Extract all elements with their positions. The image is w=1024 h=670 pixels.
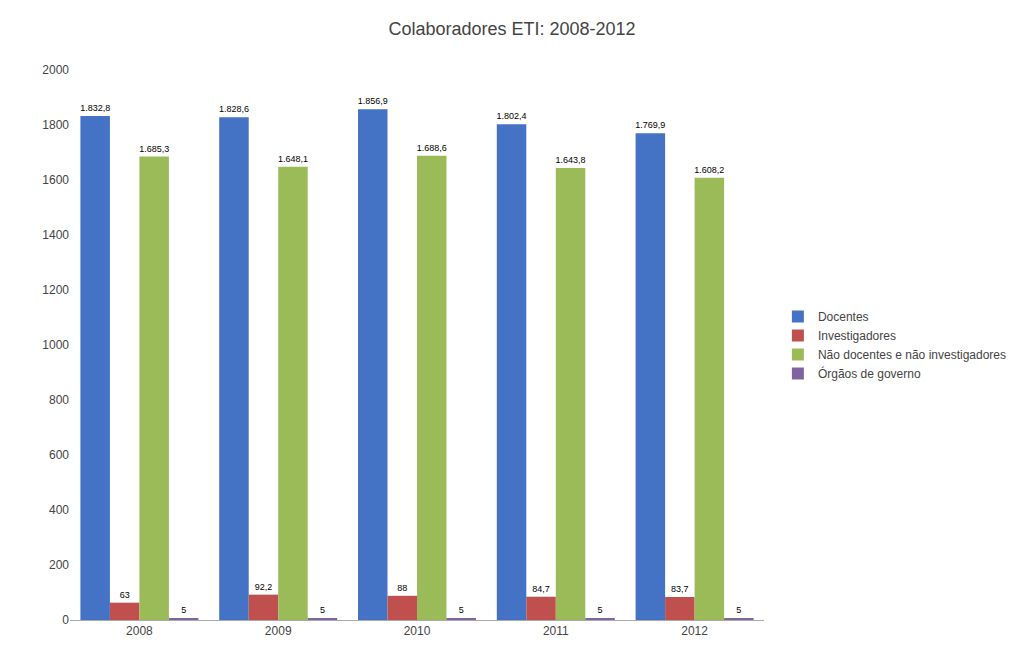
svg-text:1.608,2: 1.608,2 <box>694 165 724 175</box>
svg-text:5: 5 <box>736 605 741 615</box>
svg-text:Investigadores: Investigadores <box>818 329 896 343</box>
svg-text:800: 800 <box>49 393 69 407</box>
svg-text:Colaboradores ETI: 2008-2012: Colaboradores ETI: 2008-2012 <box>388 19 635 39</box>
svg-text:1.828,6: 1.828,6 <box>219 104 249 114</box>
svg-text:1.643,8: 1.643,8 <box>556 155 586 165</box>
svg-text:2000: 2000 <box>42 63 69 77</box>
svg-text:600: 600 <box>49 448 69 462</box>
svg-text:400: 400 <box>49 503 69 517</box>
svg-text:Não docentes e não investigado: Não docentes e não investigadores <box>818 348 1006 362</box>
svg-text:0: 0 <box>62 613 69 627</box>
svg-text:88: 88 <box>397 583 407 593</box>
svg-text:1.802,4: 1.802,4 <box>497 111 527 121</box>
svg-text:1400: 1400 <box>42 228 69 242</box>
svg-text:92,2: 92,2 <box>255 582 273 592</box>
svg-text:63: 63 <box>120 590 130 600</box>
svg-text:2011: 2011 <box>543 624 569 638</box>
svg-text:5: 5 <box>181 605 186 615</box>
svg-text:2008: 2008 <box>126 624 153 638</box>
svg-text:1.685,3: 1.685,3 <box>139 144 169 154</box>
svg-text:1600: 1600 <box>42 173 69 187</box>
svg-text:1800: 1800 <box>42 118 69 132</box>
svg-text:5: 5 <box>598 605 603 615</box>
svg-text:200: 200 <box>49 558 69 572</box>
svg-text:5: 5 <box>459 605 464 615</box>
svg-text:1.688,6: 1.688,6 <box>417 143 447 153</box>
svg-text:2012: 2012 <box>681 624 708 638</box>
svg-text:5: 5 <box>320 605 325 615</box>
svg-text:1.832,8: 1.832,8 <box>80 103 110 113</box>
svg-text:1.648,1: 1.648,1 <box>278 154 308 164</box>
svg-text:1.856,9: 1.856,9 <box>358 96 388 106</box>
svg-text:Docentes: Docentes <box>818 310 869 324</box>
svg-text:Órgãos de governo: Órgãos de governo <box>818 366 921 381</box>
svg-text:83,7: 83,7 <box>671 584 689 594</box>
svg-text:1000: 1000 <box>42 338 69 352</box>
svg-text:84,7: 84,7 <box>532 584 550 594</box>
svg-text:2009: 2009 <box>265 624 292 638</box>
svg-text:1200: 1200 <box>42 283 69 297</box>
svg-text:2010: 2010 <box>404 624 431 638</box>
svg-text:1.769,9: 1.769,9 <box>635 120 665 130</box>
